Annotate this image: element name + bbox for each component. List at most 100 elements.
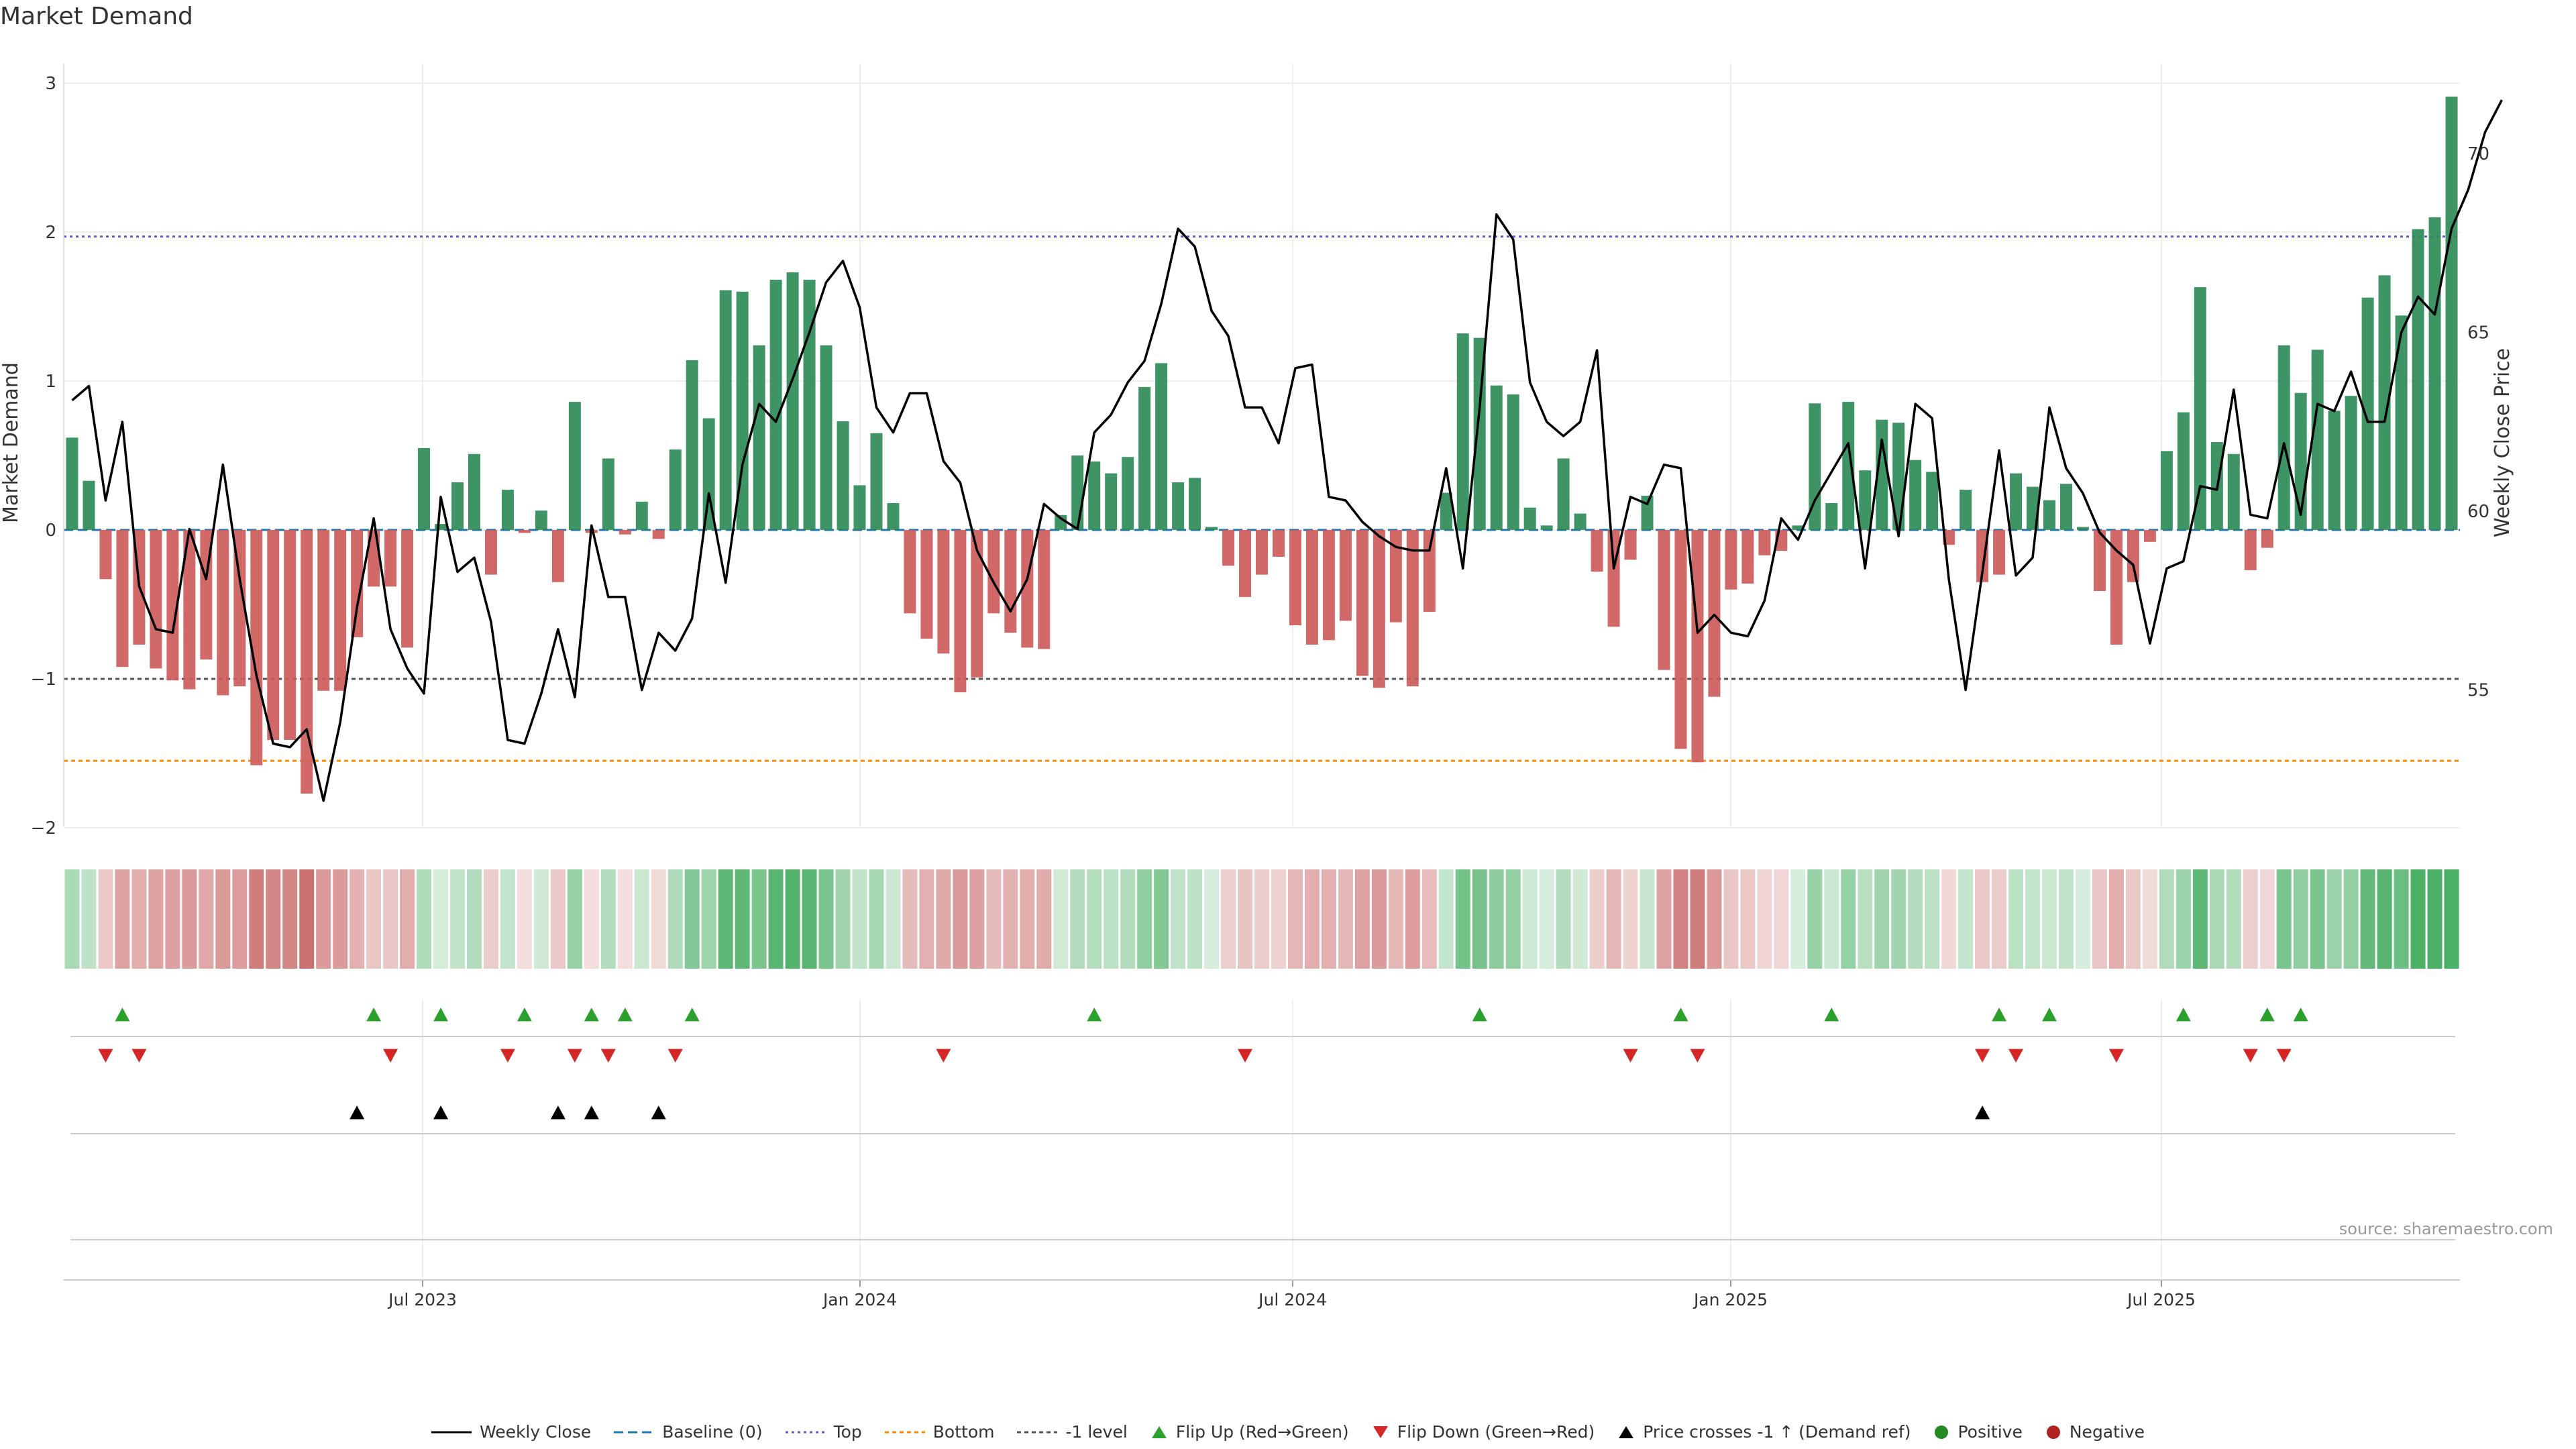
legend-item: Flip Up (Red→Green): [1150, 1422, 1349, 1442]
heat-cell: [299, 869, 315, 969]
x-tick-label: Jan 2024: [822, 1290, 897, 1309]
flip-up-marker: [2293, 1008, 2308, 1022]
heat-cell: [2226, 869, 2241, 969]
demand-bar: [83, 480, 95, 530]
demand-bar: [1825, 503, 1838, 530]
demand-bar: [2076, 527, 2089, 530]
heat-cell: [1790, 869, 1806, 969]
heat-cell: [2092, 869, 2107, 969]
right-tick-label: 55: [2467, 681, 2489, 701]
heat-cell: [1254, 869, 1269, 969]
heat-cell: [433, 869, 449, 969]
heat-cell: [1656, 869, 1672, 969]
chart-title: Market Demand: [0, 3, 193, 30]
heat-cell: [2209, 869, 2224, 969]
flip-up-marker: [1992, 1008, 2007, 1022]
demand-bar: [2110, 530, 2123, 645]
demand-bar: [719, 290, 732, 530]
x-tick-label: Jan 2025: [1693, 1290, 1768, 1309]
heat-cell: [1421, 869, 1437, 969]
demand-heat-strip: [64, 869, 2459, 969]
heat-cell: [1807, 869, 1823, 969]
flip-up-marker: [366, 1008, 382, 1022]
heat-cell: [936, 869, 951, 969]
heat-cell: [1371, 869, 1387, 969]
heat-cell: [1154, 869, 1169, 969]
heat-cell: [684, 869, 700, 969]
x-tick-label: Jul 2024: [1257, 1290, 1327, 1309]
demand-bar: [937, 530, 950, 654]
heat-cell: [818, 869, 834, 969]
heat-cell: [2075, 869, 2090, 969]
heat-cell: [2310, 869, 2325, 969]
demand-bar: [702, 418, 715, 530]
demand-bar: [2010, 473, 2023, 530]
demand-bar: [2311, 350, 2324, 530]
heat-cell: [165, 869, 180, 969]
heat-cell: [1740, 869, 1756, 969]
price-cross-marker: [550, 1106, 566, 1120]
left-tick-label: −2: [31, 818, 56, 839]
demand-bar: [1741, 530, 1754, 584]
demand-bar: [635, 501, 648, 530]
demand-bar: [2328, 411, 2341, 530]
heat-cell: [902, 869, 918, 969]
demand-bar: [1507, 394, 1519, 530]
price-cross-marker: [433, 1106, 449, 1120]
heat-cell: [869, 869, 884, 969]
flip-down-marker: [2008, 1049, 2024, 1063]
legend-item: Baseline (0): [614, 1422, 763, 1442]
heat-cell: [2444, 869, 2459, 969]
heat-cell: [885, 869, 901, 969]
demand-bar: [334, 530, 347, 691]
heat-cell: [919, 869, 934, 969]
heat-cell: [802, 869, 817, 969]
demand-bar: [401, 530, 414, 648]
heat-cell: [383, 869, 398, 969]
flip-up-marker: [2259, 1008, 2275, 1022]
heat-cell: [1908, 869, 1923, 969]
left-tick-label: 3: [45, 74, 56, 94]
signal-markers: [64, 1008, 2460, 1281]
demand-bar: [284, 530, 297, 741]
right-axis-label: Weekly Close Price: [2491, 348, 2514, 537]
heat-cell: [400, 869, 415, 969]
heat-cell: [450, 869, 465, 969]
legend-item: Weekly Close: [431, 1422, 591, 1442]
heat-cell: [1723, 869, 1739, 969]
right-tick-label: 70: [2467, 144, 2489, 164]
heat-cell: [1841, 869, 1856, 969]
demand-bar: [1758, 530, 1771, 555]
demand-bar: [501, 490, 514, 530]
demand-bar: [1373, 530, 1385, 688]
heat-cell: [64, 869, 80, 969]
demand-bar: [1004, 530, 1017, 633]
grid-layer: [64, 64, 2460, 1278]
demand-bar: [1256, 530, 1268, 575]
heat-cell: [2042, 869, 2057, 969]
legend-item: Flip Down (Green→Red): [1372, 1422, 1595, 1442]
demand-bar: [250, 530, 263, 765]
heat-cell: [1003, 869, 1018, 969]
left-tick-label: 1: [45, 372, 56, 392]
demand-bar: [1725, 530, 1737, 590]
flip-down-marker: [2276, 1049, 2292, 1063]
heat-cell: [2192, 869, 2208, 969]
demand-bar: [820, 345, 833, 530]
heat-cell: [1858, 869, 1873, 969]
demand-bar: [1909, 460, 1922, 530]
demand-bar: [1305, 530, 1318, 645]
legend-item: Top: [785, 1422, 862, 1442]
heat-cell: [718, 869, 733, 969]
heat-cell: [1036, 869, 1052, 969]
heat-cell: [2142, 869, 2157, 969]
heat-cell: [1104, 869, 1119, 969]
demand-bar: [786, 272, 799, 530]
demand-bar: [484, 530, 497, 575]
heat-cell: [249, 869, 264, 969]
demand-bar: [1792, 525, 1805, 530]
demand-bar: [2345, 396, 2357, 530]
heat-cell: [2326, 869, 2342, 969]
heat-cell: [232, 869, 248, 969]
